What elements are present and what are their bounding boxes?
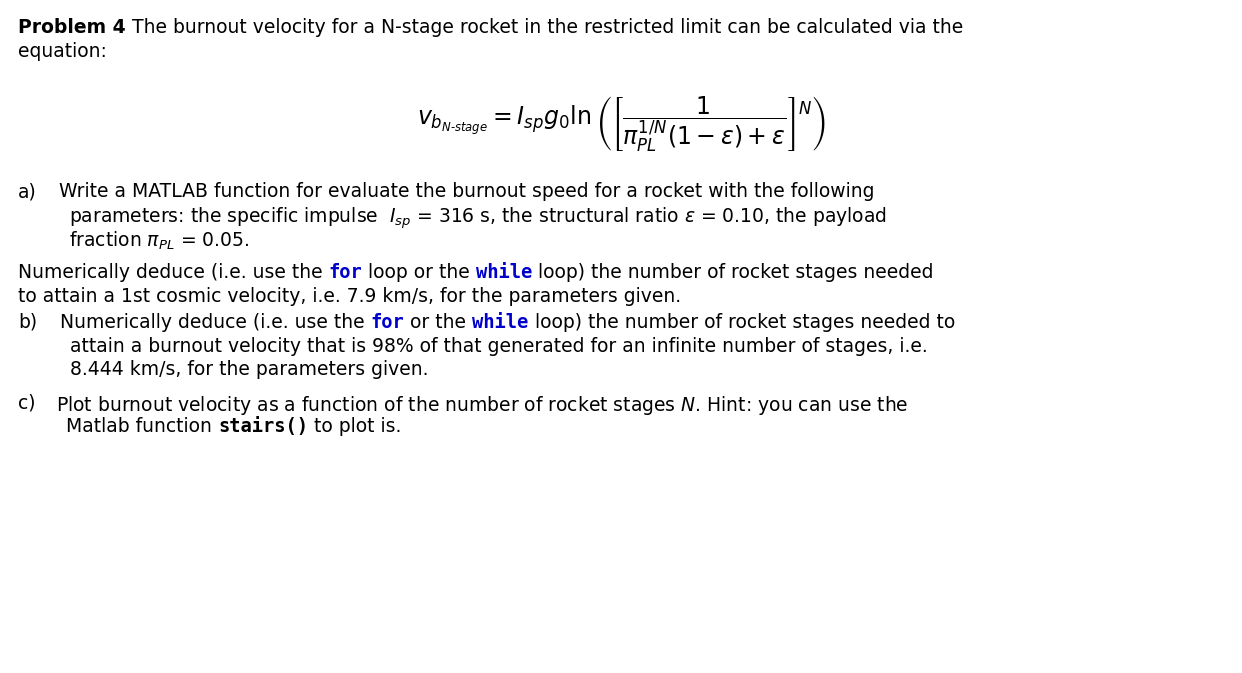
Text: for: for: [370, 313, 405, 332]
Text: loop) the number of rocket stages needed: loop) the number of rocket stages needed: [533, 263, 934, 282]
Text: c): c): [17, 394, 36, 413]
Text: Matlab function: Matlab function: [67, 417, 219, 436]
Text: attain a burnout velocity that is 98% of that generated for an infinite number o: attain a burnout velocity that is 98% of…: [70, 336, 928, 355]
Text: equation:: equation:: [17, 42, 107, 61]
Text: loop or the: loop or the: [363, 263, 476, 282]
Text: loop) the number of rocket stages needed to: loop) the number of rocket stages needed…: [529, 313, 955, 332]
Text: while: while: [472, 313, 529, 332]
Text: Write a MATLAB function for evaluate the burnout speed for a rocket with the fol: Write a MATLAB function for evaluate the…: [60, 182, 874, 201]
Text: The burnout velocity for a N-stage rocket in the restricted limit can be calcula: The burnout velocity for a N-stage rocke…: [125, 18, 963, 37]
Text: a): a): [17, 182, 37, 201]
Text: Plot burnout velocity as a function of the number of rocket stages $N$. Hint: yo: Plot burnout velocity as a function of t…: [56, 394, 909, 417]
Text: Numerically deduce (i.e. use the: Numerically deduce (i.e. use the: [60, 313, 370, 332]
Text: Numerically deduce (i.e. use the: Numerically deduce (i.e. use the: [17, 263, 329, 282]
Text: fraction $\pi_{PL}$ = 0.05.: fraction $\pi_{PL}$ = 0.05.: [70, 229, 250, 252]
Text: while: while: [476, 263, 533, 282]
Text: b): b): [17, 313, 37, 332]
Text: stairs(): stairs(): [219, 417, 308, 436]
Text: 8.444 km/s, for the parameters given.: 8.444 km/s, for the parameters given.: [70, 360, 428, 380]
Text: $v_{b_{N\text{-}stage}} = I_{sp}g_0 \ln \left( \left[ \dfrac{1}{\pi_{PL}^{1/N}(1: $v_{b_{N\text{-}stage}} = I_{sp}g_0 \ln …: [416, 94, 826, 153]
Text: to attain a 1st cosmic velocity, i.e. 7.9 km/s, for the parameters given.: to attain a 1st cosmic velocity, i.e. 7.…: [17, 287, 681, 306]
Text: to plot is.: to plot is.: [308, 417, 401, 436]
Text: Problem 4: Problem 4: [17, 18, 125, 37]
Text: for: for: [329, 263, 363, 282]
Text: parameters: the specific impulse  $I_{sp}$ = 316 s, the structural ratio $\varep: parameters: the specific impulse $I_{sp}…: [70, 206, 887, 232]
Text: or the: or the: [405, 313, 472, 332]
